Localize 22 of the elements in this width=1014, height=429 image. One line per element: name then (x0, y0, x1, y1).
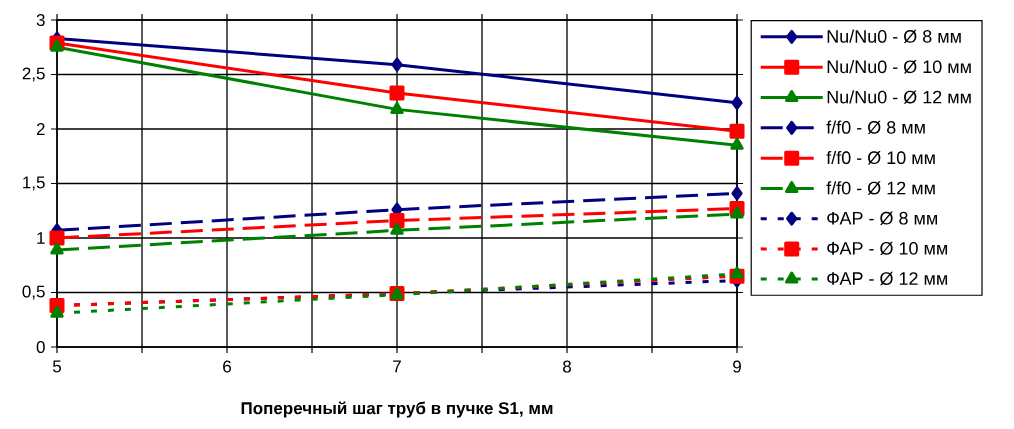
x-tick-label: 7 (393, 360, 401, 373)
legend-label: Nu/Nu0 - Ø 10 мм (827, 59, 971, 74)
x-tick-label: 9 (733, 360, 741, 373)
legend-label: f/f0 - Ø 12 мм (826, 181, 935, 195)
legend-label: ФАР - Ø 10 мм (827, 241, 948, 256)
legend-label: ФАР - Ø 8 мм (827, 211, 938, 225)
x-axis-title: Поперечный шаг труб в пучке S1, мм (241, 401, 553, 418)
legend-label: Nu/Nu0 - Ø 12 мм (827, 90, 971, 104)
x-tick-label: 8 (563, 360, 571, 373)
y-tick-label: 0,5 (22, 285, 45, 300)
legend-label: f/f0 - Ø 10 мм (826, 150, 935, 165)
x-tick-label: 5 (52, 360, 62, 373)
x-tick-label: 6 (223, 360, 231, 373)
y-tick-label: 2,5 (22, 67, 45, 82)
y-tick-label: 2 (36, 123, 45, 135)
y-tick-label: 0 (36, 340, 45, 354)
y-tick-label: 1 (37, 232, 45, 244)
y-tick-label: 3 (36, 13, 45, 27)
y-tick-label: 1,5 (23, 176, 45, 191)
legend-label: f/f0 - Ø 8 мм (826, 120, 925, 135)
legend-label: ФАР - Ø 12 мм (827, 271, 948, 286)
legend-label: Nu/Nu0 - Ø 8 мм (827, 29, 961, 44)
